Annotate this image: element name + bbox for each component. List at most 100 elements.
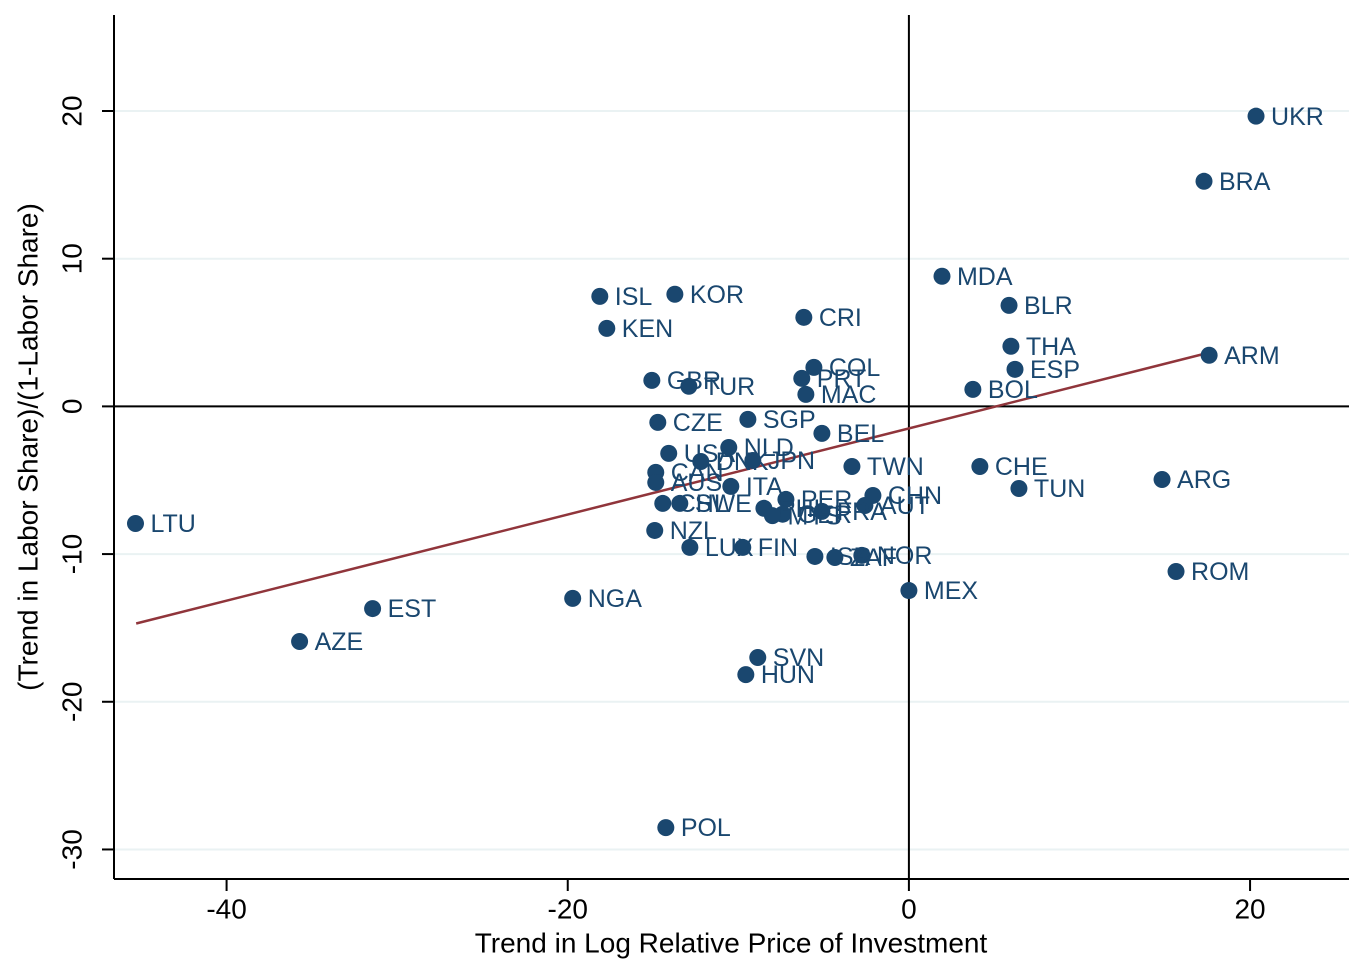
point: [826, 548, 844, 566]
point-label: SGP: [763, 406, 816, 434]
point: [795, 308, 813, 326]
point: [591, 287, 609, 305]
point: [856, 496, 874, 514]
point-label: ARM: [1224, 342, 1280, 370]
point: [737, 666, 755, 684]
point: [1200, 346, 1218, 364]
point: [680, 377, 698, 395]
point: [763, 507, 781, 525]
point: [797, 385, 815, 403]
point-label: JPN: [768, 447, 815, 475]
y-tick-label: 0: [56, 399, 87, 415]
point: [564, 589, 582, 607]
point-label: MDA: [957, 263, 1013, 291]
point: [666, 285, 684, 303]
point-label: FRA: [837, 498, 887, 526]
point: [722, 477, 740, 495]
y-tick-label: -20: [56, 682, 87, 722]
point: [971, 457, 989, 475]
point: [657, 819, 675, 837]
point-label: KEN: [622, 315, 673, 343]
point-label: AUT: [880, 492, 930, 520]
point-label: SWE: [695, 490, 752, 518]
point: [1167, 563, 1185, 581]
point-label: CHN: [888, 482, 942, 510]
point: [744, 451, 762, 469]
point: [813, 424, 831, 442]
point-label: POL: [681, 814, 731, 842]
point-label: MEX: [924, 577, 979, 605]
point-label: TUN: [1034, 475, 1085, 503]
point: [649, 413, 667, 431]
point: [805, 358, 823, 376]
point: [1002, 337, 1020, 355]
point-label: ISL: [615, 283, 653, 311]
x-axis-label: Trend in Log Relative Price of Investmen…: [475, 927, 988, 958]
point: [1000, 296, 1018, 314]
point-label: KOR: [690, 281, 744, 309]
point-label: ZAF: [850, 544, 897, 572]
point: [900, 582, 918, 600]
point-label: ROM: [1191, 558, 1249, 586]
y-tick-label: 20: [56, 95, 87, 126]
point-label: CZE: [673, 409, 723, 437]
point-label: PRT: [817, 365, 867, 393]
point: [654, 494, 672, 512]
point: [734, 538, 752, 556]
point-label: CAN: [671, 459, 724, 487]
point: [660, 444, 678, 462]
point: [813, 502, 831, 520]
point: [853, 546, 871, 564]
point-label: NOR: [877, 542, 933, 570]
point-label: COL: [829, 354, 881, 382]
point: [720, 438, 738, 456]
point-label: SVN: [773, 644, 824, 672]
y-tick-label: -30: [56, 829, 87, 869]
point: [1006, 360, 1024, 378]
point: [692, 452, 710, 470]
point-label: FIN: [758, 534, 798, 562]
point: [671, 494, 689, 512]
point-label: HUN: [761, 661, 815, 689]
point: [291, 633, 309, 651]
point-label: AUS: [671, 469, 722, 497]
point: [739, 410, 757, 428]
point-label: PHL: [779, 495, 828, 523]
x-tick-label: -40: [206, 893, 246, 924]
point: [598, 319, 616, 337]
point-label: BLR: [1024, 292, 1073, 320]
x-tick-label: 20: [1234, 893, 1265, 924]
point: [933, 267, 951, 285]
point-label: BEL: [837, 420, 884, 448]
point: [1247, 107, 1265, 125]
point: [806, 547, 824, 565]
point-label: ITA: [746, 473, 783, 501]
point-label: AZE: [315, 628, 364, 656]
point: [643, 371, 661, 389]
point: [646, 521, 664, 539]
point: [681, 538, 699, 556]
point: [647, 473, 665, 491]
point: [126, 515, 144, 533]
point-label: GER: [798, 501, 852, 529]
point: [749, 648, 767, 666]
point-label: LTU: [150, 510, 195, 538]
x-tick-label: 0: [901, 893, 917, 924]
point: [364, 600, 382, 618]
point: [793, 369, 811, 387]
y-tick-label: -10: [56, 534, 87, 574]
point-label: NGA: [588, 585, 643, 613]
point: [777, 490, 795, 508]
point-label: THA: [1026, 333, 1076, 361]
point: [964, 380, 982, 398]
point-label: ESP: [1030, 356, 1080, 384]
point: [1153, 470, 1171, 488]
point-label: CRI: [819, 304, 862, 332]
point: [843, 457, 861, 475]
y-tick-label: 10: [56, 243, 87, 274]
point-label: UKR: [1271, 103, 1324, 131]
x-tick-label: -20: [548, 893, 588, 924]
y-axis-label: (Trend in Labor Share)/(1-Labor Share): [12, 203, 43, 691]
point-label: TWN: [867, 453, 924, 481]
